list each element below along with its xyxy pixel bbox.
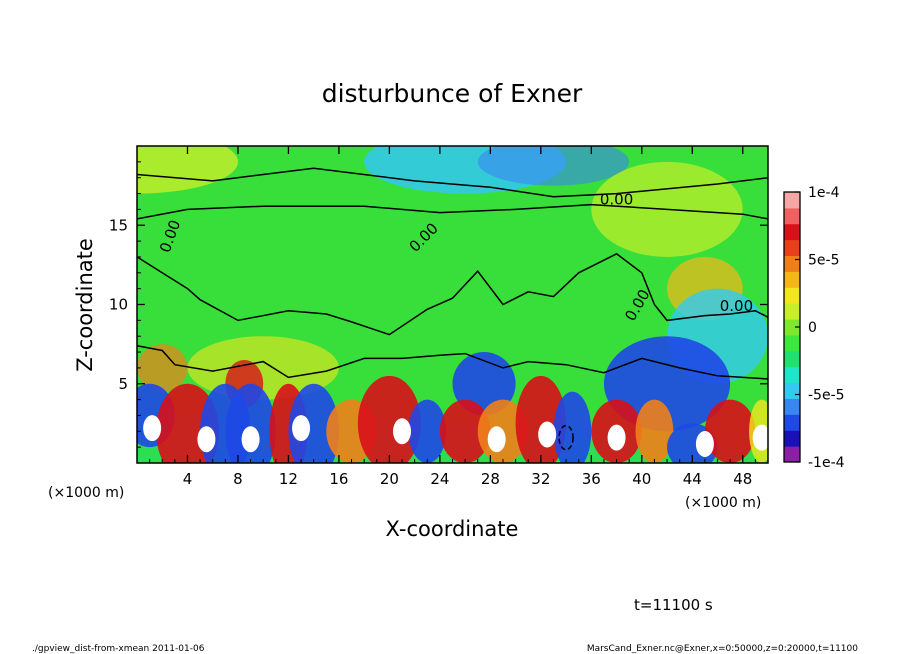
y-tick-label: 10: [109, 296, 128, 314]
contour-line-negative: [558, 424, 574, 451]
x-tick-label: 28: [481, 470, 500, 488]
colorbar-swatch: [784, 239, 800, 257]
colorbar-swatch: [784, 446, 800, 463]
field-blob: [477, 146, 630, 186]
x-tick-label: 40: [632, 470, 651, 488]
field-blob: [704, 399, 756, 463]
contour-label: 0.00: [600, 191, 633, 209]
colorbar-swatch: [784, 207, 800, 225]
colorbar-swatch: [784, 319, 800, 336]
footer-left: ./gpview_dist-from-xmean 2011-01-06: [32, 644, 205, 654]
contour-line: [137, 252, 768, 336]
field-blob: [137, 146, 238, 194]
colorbar-swatch: [784, 303, 800, 320]
x-tick-label: 8: [233, 470, 243, 488]
x-tick-label: 36: [582, 470, 601, 488]
colorbar-tick-label: 5e-5: [808, 253, 839, 269]
contour-line: [137, 203, 768, 220]
colorbar-swatch: [784, 398, 800, 415]
field-blob: [635, 399, 674, 463]
colorbar-swatch: [784, 366, 800, 384]
plot-area: [137, 146, 768, 463]
field-clip-region: [241, 426, 260, 453]
field-blob: [225, 383, 276, 463]
field-blob: [452, 352, 516, 416]
colorbar-swatch: [784, 350, 800, 368]
x-unit-right: (×1000 m): [685, 495, 761, 511]
chart-title: disturbunce of Exner: [322, 79, 583, 108]
colorbar-swatch: [784, 255, 800, 272]
colorbar: 1e-4 5e-5 0 -5e-5 -1e-4: [783, 185, 845, 471]
field-blob: [603, 336, 731, 432]
colorbar-swatch: [784, 271, 800, 288]
colorbar-swatch: [784, 287, 800, 304]
colorbar-swatch: [784, 223, 800, 241]
colorbar-tick-label: -5e-5: [808, 388, 845, 404]
colorbar-swatch: [784, 334, 800, 352]
x-axis-label: X-coordinate: [386, 517, 519, 541]
x-unit-left: (×1000 m): [48, 485, 124, 501]
y-tick-label: 5: [118, 375, 128, 393]
field-clip-region: [143, 415, 162, 442]
x-tick-label: 44: [683, 470, 702, 488]
field-clip-region: [292, 415, 311, 442]
field-clip-region: [487, 426, 506, 453]
field-clip-region: [538, 421, 557, 448]
time-label: t=11100 s: [634, 596, 713, 614]
y-axis: 5 10 15: [109, 161, 768, 448]
colorbar-tick-label: -1e-4: [808, 455, 845, 471]
x-tick-label: 12: [279, 470, 298, 488]
x-tick-label: 48: [733, 470, 752, 488]
x-tick-label: 16: [329, 470, 348, 488]
colorbar-swatch: [784, 414, 800, 431]
field-clip-region: [393, 418, 412, 445]
x-tick-label: 32: [531, 470, 550, 488]
footer-right: MarsCand_Exner.nc@Exner,x=0:50000,z=0:20…: [587, 644, 858, 654]
field-clip-region: [752, 424, 768, 451]
y-tick-label: 15: [109, 216, 128, 234]
contour-label: 0.00: [720, 297, 753, 315]
field-clip-region: [197, 426, 216, 453]
field-clip-region: [607, 424, 626, 451]
contour-line: [137, 344, 768, 380]
field-blob: [439, 399, 491, 463]
field-clip-region: [695, 430, 714, 457]
colorbar-tick-label: 1e-4: [808, 185, 840, 201]
x-axis: 4 8 12 16 20 24 28 32 36 40 44 48: [149, 146, 756, 488]
x-tick-label: 4: [183, 470, 193, 488]
colorbar-swatch: [784, 192, 800, 209]
y-axis-label: Z-coordinate: [73, 238, 97, 372]
field-blob: [288, 383, 339, 463]
colorbar-swatch: [784, 382, 800, 399]
colorbar-tick-label: 0: [808, 320, 817, 336]
field-blob: [408, 399, 447, 463]
x-tick-label: 20: [380, 470, 399, 488]
field-blob: [137, 344, 188, 392]
contour-line: [137, 167, 768, 198]
colorbar-swatch: [784, 430, 800, 447]
x-tick-label: 24: [430, 470, 449, 488]
field-blob: [553, 391, 592, 463]
